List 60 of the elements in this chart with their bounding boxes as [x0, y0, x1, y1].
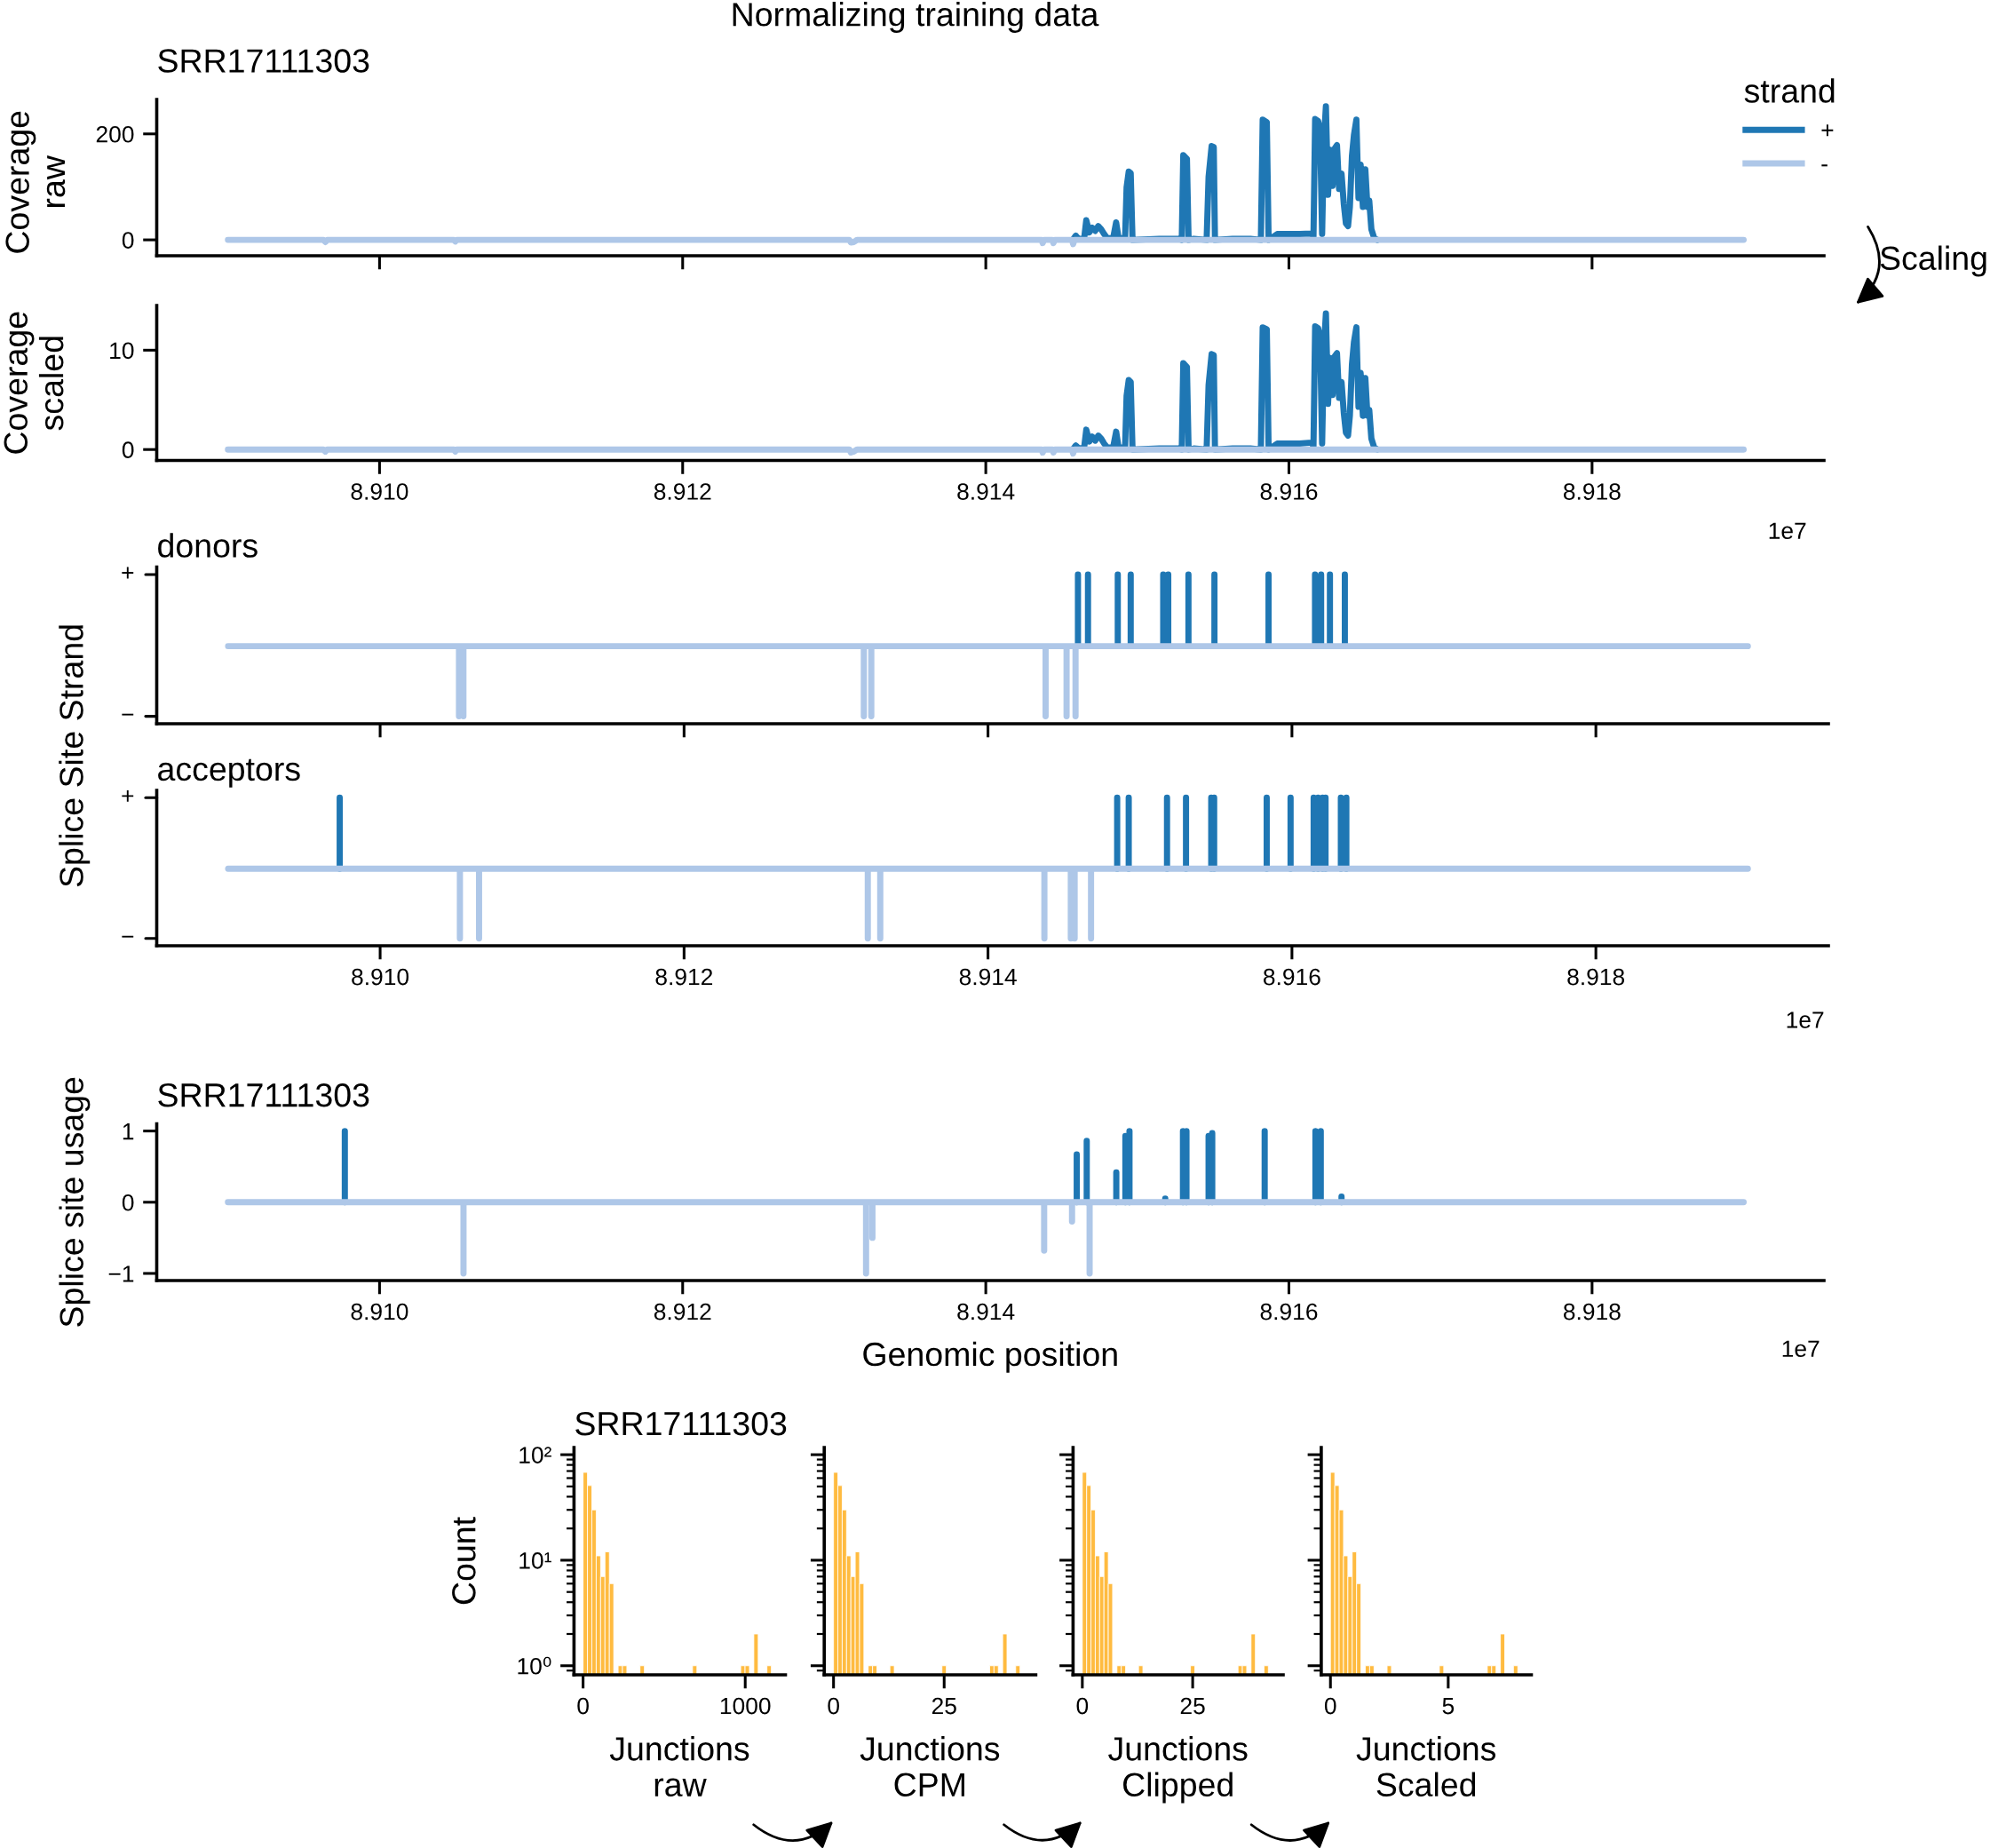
- x-tick-label: 8.910: [352, 968, 409, 986]
- x-tick-label: 0: [1076, 1697, 1089, 1715]
- text: +: [122, 789, 134, 802]
- x-tick-label: 8.918: [1563, 1303, 1621, 1321]
- y-tick-label: 10⁰: [518, 1656, 551, 1675]
- text: Scaling: [1880, 245, 1986, 277]
- y-axis-title: Splice site usage: [59, 1077, 91, 1327]
- x-tick-label: 8.912: [654, 483, 711, 500]
- x-tick-label: 8.914: [957, 1303, 1015, 1321]
- x-tick-label: 8.916: [1260, 483, 1318, 500]
- chart-subtitle: SRR17111303: [158, 49, 369, 73]
- x-axis-title: Junctions CPM: [860, 1736, 1000, 1797]
- y-tick-label: 10¹: [519, 1552, 551, 1569]
- legend-title: strand: [1744, 78, 1835, 103]
- x-tick-label: 8.912: [654, 1303, 711, 1321]
- x-tick-label: 0: [1324, 1697, 1336, 1715]
- text: −: [122, 713, 134, 716]
- x-axis-title: Junctions raw: [609, 1736, 749, 1797]
- x-tick-label: 8.914: [959, 968, 1017, 986]
- chart-title: donors: [158, 533, 258, 558]
- x-axis-title: Junctions Clipped: [1108, 1736, 1248, 1804]
- y-tick-label: 1: [123, 1123, 134, 1140]
- y-axis-title: Coverage scaled: [4, 312, 64, 454]
- y-tick-label: 0: [122, 1194, 134, 1211]
- x-tick-label: 0: [828, 1697, 839, 1715]
- x-tick-label: 8.918: [1563, 483, 1621, 500]
- legend-label: +: [1821, 124, 1834, 137]
- text: −: [122, 935, 134, 938]
- y-tick-label: 10²: [519, 1447, 551, 1463]
- y-tick-label: 10: [110, 342, 134, 360]
- x-tick-label: 8.916: [1260, 1303, 1318, 1321]
- x-tick-label: 25: [932, 1697, 956, 1715]
- text: 1e7: [1787, 1011, 1824, 1028]
- y-tick-label: 0: [122, 441, 134, 459]
- chart-title: SRR17111303: [575, 1411, 787, 1436]
- legend-label: -: [1821, 164, 1828, 167]
- y-axis-title: Count: [452, 1517, 476, 1605]
- x-axis-title: Junctions Scaled: [1356, 1736, 1496, 1797]
- x-tick-label: 25: [1180, 1697, 1205, 1715]
- text: +: [122, 567, 134, 579]
- x-tick-label: 8.914: [957, 483, 1015, 500]
- text: 1e7: [1782, 1340, 1820, 1358]
- x-tick-label: 1000: [720, 1697, 771, 1715]
- y-axis-title: Splice Site Strand: [59, 625, 91, 887]
- chart-title: SRR17111303: [158, 1083, 369, 1107]
- x-tick-label: 0: [577, 1697, 589, 1715]
- y-tick-label: 200: [96, 125, 134, 143]
- x-axis-title: Genomic position: [863, 1341, 1117, 1373]
- y-tick-label: −1: [108, 1265, 134, 1282]
- x-tick-label: 8.918: [1567, 968, 1625, 986]
- text: 1e7: [1769, 522, 1806, 540]
- x-tick-label: 8.910: [351, 483, 408, 500]
- y-tick-label: 0: [122, 232, 134, 249]
- x-tick-label: 5: [1442, 1697, 1455, 1715]
- chart-title: Normalizing training data: [733, 2, 1099, 33]
- x-tick-label: 8.910: [351, 1303, 408, 1321]
- y-axis-title: Coverage raw: [5, 111, 66, 253]
- chart-title: acceptors: [158, 758, 300, 788]
- x-tick-label: 8.916: [1264, 968, 1320, 986]
- x-tick-label: 8.912: [655, 968, 713, 986]
